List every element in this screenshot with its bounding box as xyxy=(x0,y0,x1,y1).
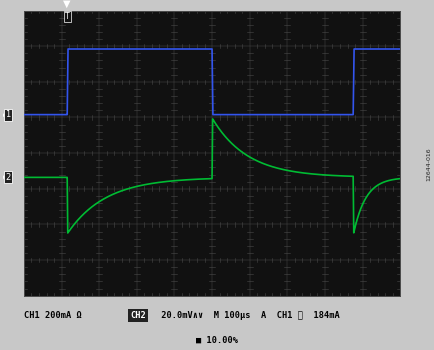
Text: 1: 1 xyxy=(5,110,10,119)
Text: 12644-016: 12644-016 xyxy=(425,148,430,181)
Text: ►: ► xyxy=(3,174,9,180)
Text: CH1 200mA Ω: CH1 200mA Ω xyxy=(24,311,82,320)
Text: 2: 2 xyxy=(5,173,10,182)
Text: ■ 10.00%: ■ 10.00% xyxy=(196,336,238,345)
Text: T: T xyxy=(65,12,69,21)
Text: 20.0mV∧∨  M 100µs  A  CH1 ∯  184mA: 20.0mV∧∨ M 100µs A CH1 ∯ 184mA xyxy=(155,311,339,320)
Text: ►: ► xyxy=(3,112,9,118)
Text: ▼: ▼ xyxy=(63,0,71,9)
Text: CH2: CH2 xyxy=(130,311,146,320)
